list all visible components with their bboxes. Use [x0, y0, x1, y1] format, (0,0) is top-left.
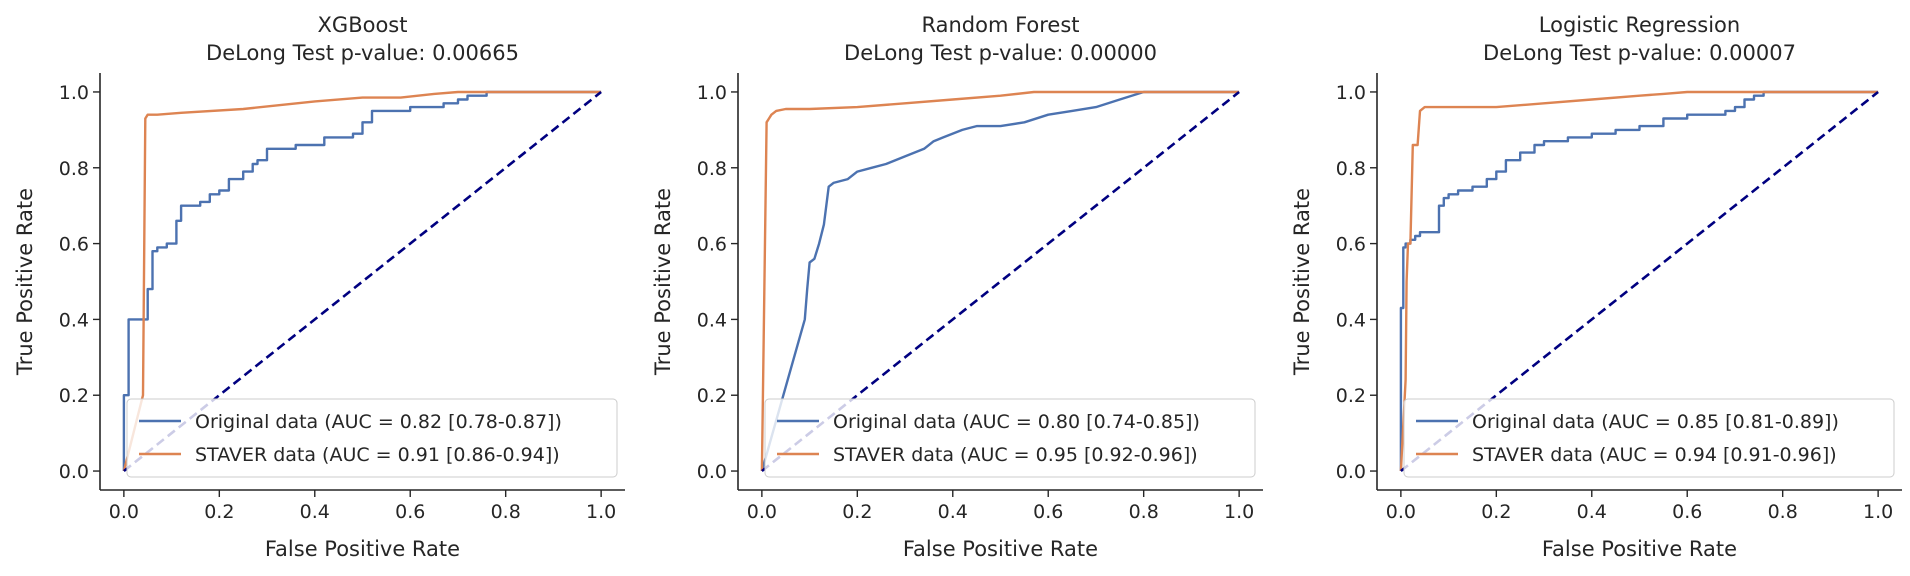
legend: Original data (AUC = 0.80 [0.74-0.85]) ST… — [764, 398, 1256, 478]
y-tick-label: 0.6 — [697, 234, 727, 256]
legend-label: STAVER data (AUC = 0.91 [0.86-0.94]) — [195, 444, 560, 466]
y-tick-label: 1.0 — [59, 82, 89, 104]
legend-box — [1403, 398, 1895, 478]
legend: Original data (AUC = 0.85 [0.81-0.89]) ST… — [1403, 398, 1895, 478]
x-tick-label: 0.6 — [395, 501, 425, 523]
x-tick-label: 0.8 — [1768, 501, 1798, 523]
series-line-2 — [760, 90, 1240, 472]
chart-title: XGBoost — [318, 13, 408, 37]
y-tick-label: 0.4 — [1336, 309, 1366, 331]
chart-panel-2: Random Forest DeLong Test p-value: 0.0000… — [651, 13, 1263, 561]
x-tick-label: 1.0 — [1224, 501, 1254, 523]
chart-panel-1: XGBoost DeLong Test p-value: 0.00665 0.0 0.… — [13, 13, 625, 561]
chart-subtitle: DeLong Test p-value: 0.00665 — [206, 41, 519, 65]
y-tick-label: 0.8 — [697, 158, 727, 180]
legend-label: Original data (AUC = 0.82 [0.78-0.87]) — [195, 411, 562, 433]
x-tick-label: 0.0 — [747, 501, 777, 523]
legend-label: STAVER data (AUC = 0.95 [0.92-0.96]) — [833, 444, 1198, 466]
y-tick-label: 0.6 — [1336, 234, 1366, 256]
legend: Original data (AUC = 0.82 [0.78-0.87]) ST… — [126, 398, 618, 478]
chart-subtitle: DeLong Test p-value: 0.00007 — [1483, 41, 1796, 65]
y-axis-label: True Positive Rate — [1290, 188, 1314, 376]
series-line-2 — [1399, 90, 1879, 472]
legend-box — [764, 398, 1256, 478]
x-tick-label: 0.6 — [1033, 501, 1063, 523]
y-tick-label: 0.0 — [697, 461, 727, 483]
x-tick-label: 0.4 — [300, 501, 330, 523]
y-tick-label: 0.0 — [59, 461, 89, 483]
legend-label: STAVER data (AUC = 0.94 [0.91-0.96]) — [1472, 444, 1837, 466]
y-axis-label: True Positive Rate — [651, 188, 675, 376]
y-tick-label: 0.0 — [1336, 461, 1366, 483]
x-tick-label: 0.8 — [1129, 501, 1159, 523]
y-tick-label: 0.2 — [59, 385, 89, 407]
y-tick-label: 0.8 — [1336, 158, 1366, 180]
x-tick-label: 0.8 — [491, 501, 521, 523]
chart-panel-3: Logistic Regression DeLong Test p-value: … — [1290, 13, 1902, 561]
y-tick-label: 0.2 — [1336, 385, 1366, 407]
x-tick-label: 0.2 — [1481, 501, 1511, 523]
y-tick-label: 1.0 — [697, 82, 727, 104]
x-tick-label: 0.0 — [1386, 501, 1416, 523]
chart-title: Logistic Regression — [1539, 13, 1740, 37]
legend-label: Original data (AUC = 0.80 [0.74-0.85]) — [833, 411, 1200, 433]
legend-box — [126, 398, 618, 478]
series-line-1 — [122, 90, 602, 471]
y-tick-label: 0.6 — [59, 234, 89, 256]
x-tick-label: 1.0 — [586, 501, 616, 523]
series-line-1 — [760, 90, 1240, 472]
chart-subtitle: DeLong Test p-value: 0.00000 — [844, 41, 1157, 65]
legend-label: Original data (AUC = 0.85 [0.81-0.89]) — [1472, 411, 1839, 433]
series-line-2 — [122, 90, 602, 472]
chart-title: Random Forest — [921, 13, 1079, 37]
x-axis-label: False Positive Rate — [1542, 537, 1737, 561]
x-tick-label: 0.2 — [842, 501, 872, 523]
series-line-1 — [1399, 90, 1879, 471]
x-tick-label: 0.2 — [204, 501, 234, 523]
y-tick-label: 0.4 — [697, 309, 727, 331]
y-tick-label: 0.2 — [697, 385, 727, 407]
x-tick-label: 0.4 — [1577, 501, 1607, 523]
y-tick-label: 0.4 — [59, 309, 89, 331]
y-tick-label: 1.0 — [1336, 82, 1366, 104]
x-tick-label: 0.0 — [109, 501, 139, 523]
y-axis-label: True Positive Rate — [13, 188, 37, 376]
x-axis-label: False Positive Rate — [903, 537, 1098, 561]
x-axis-label: False Positive Rate — [265, 537, 460, 561]
y-tick-label: 0.8 — [59, 158, 89, 180]
x-tick-label: 0.6 — [1672, 501, 1702, 523]
x-tick-label: 1.0 — [1863, 501, 1893, 523]
x-tick-label: 0.4 — [938, 501, 968, 523]
